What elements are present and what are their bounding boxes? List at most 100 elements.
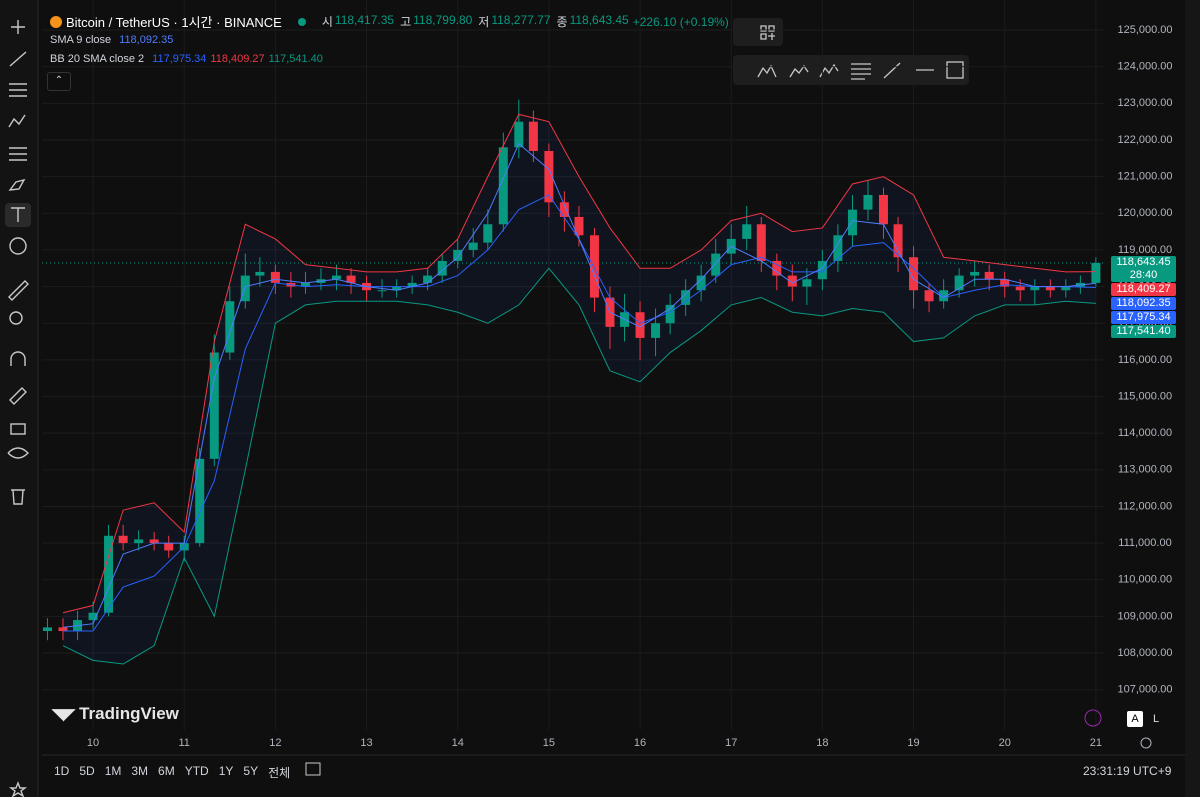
candle-body [984, 271, 994, 280]
ohlc-key: 고 [400, 15, 412, 29]
toolbar-bg [733, 55, 969, 85]
candle-body [589, 235, 599, 298]
collapse-button[interactable]: ⌃ [47, 72, 71, 91]
x-tick-label: 19 [907, 737, 919, 749]
indicator-line [62, 142, 1096, 628]
range-button[interactable]: 6M [158, 764, 175, 778]
indicator-name[interactable]: BB 20 SMA close 2 [50, 53, 145, 65]
badge-countdown: 28:40 [1129, 269, 1158, 281]
toolbar-bg [733, 18, 783, 46]
log-scale-button[interactable]: L [1152, 713, 1160, 725]
symbol[interactable]: Bitcoin / TetherUS · 1시간 · BINANCE [66, 15, 282, 30]
range-button[interactable]: 5D [79, 764, 95, 778]
lock-draw-tool[interactable] [9, 387, 27, 405]
x-tick-label: 13 [360, 737, 372, 749]
candle-body [954, 275, 964, 291]
y-tick-label: 115,000.00 [1118, 390, 1172, 402]
symbol-icon [50, 15, 62, 28]
favorite-button[interactable] [8, 781, 28, 797]
watermark: ◥◤ TradingView [52, 704, 179, 723]
trend-line-tool[interactable] [9, 51, 27, 67]
auto-scale-button[interactable]: A [1127, 711, 1143, 727]
crosshair-tool[interactable] [11, 20, 25, 34]
fib-tool[interactable] [9, 83, 27, 97]
x-tick-label: 16 [634, 737, 646, 749]
x-tick-label: 18 [816, 737, 828, 749]
y-tick-label: 125,000.00 [1117, 24, 1172, 36]
range-button[interactable]: 5Y [243, 764, 259, 778]
range-button[interactable]: 1Y [218, 764, 234, 778]
candle-body [696, 275, 706, 291]
watermark-text: TradingView [79, 704, 179, 723]
candle-body [255, 271, 265, 276]
drawing-button[interactable] [789, 64, 809, 78]
pattern-tool[interactable] [8, 114, 26, 128]
candle-body [924, 290, 934, 302]
y-tick-label: 114,000.00 [1118, 427, 1172, 439]
y-tick-label: 123,000.00 [1117, 97, 1172, 109]
price-badge: 118,409.27 [1111, 283, 1176, 296]
badge-price: 117,541.40 [1116, 325, 1171, 337]
drawing-button[interactable] [757, 64, 777, 78]
drawing-button[interactable] [883, 62, 901, 79]
x-tick-label: 14 [452, 737, 464, 749]
candle-body [651, 323, 661, 338]
candle-body [407, 282, 417, 287]
range-button[interactable]: YTD [184, 764, 209, 778]
candle-body [134, 539, 144, 544]
candle-body [1045, 286, 1055, 291]
ohlc-value: 118,643.45 [569, 13, 629, 27]
x-tick-label: 17 [725, 737, 737, 749]
indicator-line [62, 113, 1096, 614]
y-tick-label: 107,000.00 [1117, 684, 1172, 696]
y-tick-label: 111,000.00 [1118, 537, 1171, 549]
y-tick-label: 108,000.00 [1117, 647, 1172, 659]
candle-body [225, 301, 235, 353]
candle-body [104, 535, 114, 613]
change: +226.10 (+0.19%) [632, 14, 729, 29]
y-tick-label: 120,000.00 [1117, 207, 1172, 219]
indicator-name[interactable]: SMA 9 close [50, 34, 112, 46]
candle-body [742, 224, 752, 239]
visibility-tool[interactable] [7, 447, 29, 459]
candle-body [909, 257, 919, 291]
magnet-tool[interactable] [10, 351, 26, 366]
candle-body [772, 260, 782, 276]
candle-body [240, 275, 250, 302]
badge-price: 118,643.45 [1116, 256, 1171, 268]
text-tool[interactable] [11, 207, 25, 222]
x-tick-label: 21 [1090, 737, 1102, 749]
range-button[interactable]: 1M [104, 764, 122, 778]
clock[interactable]: 23:31:19 UTC+9 [1083, 764, 1172, 778]
delete-tool[interactable] [11, 489, 25, 505]
candle-body [42, 627, 52, 632]
indicator-value: 117,975.34 [152, 53, 207, 65]
lock-tool[interactable] [10, 423, 26, 435]
drawing-button[interactable] [851, 63, 871, 80]
candle-body [939, 290, 949, 302]
range-button[interactable]: 1D [54, 764, 70, 778]
zoom-tool[interactable] [9, 311, 23, 325]
date-range-icon[interactable] [305, 762, 321, 776]
tool-icons[interactable] [5, 20, 31, 797]
layout-button[interactable] [760, 25, 775, 40]
x-tick-label: 11 [179, 737, 190, 749]
candle-body [970, 271, 980, 276]
ruler-tool[interactable] [8, 280, 29, 301]
range-button[interactable]: 3M [131, 764, 149, 778]
drawing-button[interactable] [946, 61, 964, 79]
ohlc: 시 118,417.35 고 118,799.80 저 118,277.77 종 118,64… [318, 13, 629, 30]
emoji-tool[interactable] [9, 237, 27, 255]
y-tick-label: 113,000.00 [1118, 464, 1172, 476]
legend-main: Bitcoin / TetherUS · 1시간 · BINANCE 시 118,… [50, 12, 729, 31]
brush-tool[interactable] [8, 178, 26, 191]
settings-icon[interactable] [1140, 737, 1152, 749]
candle-body [118, 535, 128, 544]
candle-body [574, 216, 584, 236]
alert-icon[interactable] [1084, 709, 1102, 727]
forecast-tool[interactable] [9, 147, 27, 161]
range-button[interactable]: 전체 [268, 766, 291, 780]
candle-body [88, 612, 98, 621]
candle-body [528, 121, 538, 151]
candle-body [483, 224, 493, 243]
